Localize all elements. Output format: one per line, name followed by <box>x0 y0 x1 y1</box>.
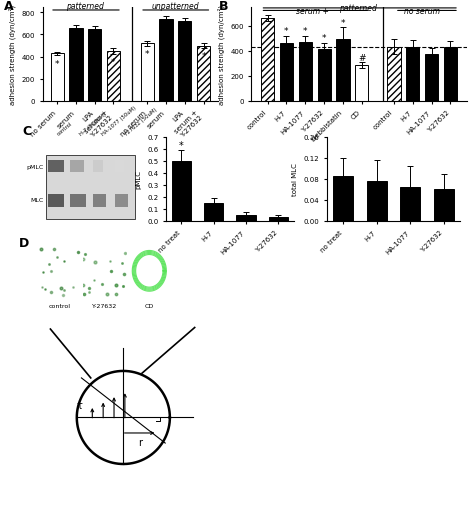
Text: C: C <box>23 125 32 138</box>
Text: *: * <box>284 27 289 36</box>
Bar <box>204 204 223 221</box>
Bar <box>107 52 120 102</box>
Text: *: * <box>179 140 184 151</box>
Text: no serum: no serum <box>404 7 440 16</box>
Text: *: * <box>322 34 327 43</box>
Bar <box>299 43 312 102</box>
Bar <box>70 161 84 173</box>
Bar <box>197 46 210 102</box>
Text: *: * <box>145 50 149 59</box>
Bar <box>425 54 438 102</box>
Text: *: * <box>55 60 59 69</box>
Bar <box>48 194 64 208</box>
Text: pMLC: pMLC <box>27 164 44 169</box>
Text: HA-1077 (50uM): HA-1077 (50uM) <box>101 105 137 137</box>
Bar <box>406 48 419 102</box>
Bar <box>356 66 368 102</box>
Text: #: # <box>358 54 365 63</box>
Bar <box>444 48 457 102</box>
Bar <box>400 187 420 221</box>
Text: patterned: patterned <box>66 3 104 11</box>
Y-axis label: pMLC: pMLC <box>136 170 141 189</box>
Y-axis label: adhesion strength (dyn/cm²): adhesion strength (dyn/cm²) <box>217 5 225 105</box>
Bar <box>366 182 387 221</box>
Bar <box>261 19 274 102</box>
Text: MLC: MLC <box>30 198 44 203</box>
Bar <box>237 215 256 221</box>
Bar <box>178 22 191 102</box>
Text: B: B <box>219 0 228 13</box>
Text: τ: τ <box>77 400 83 410</box>
Bar <box>69 29 82 102</box>
Text: unpatterned: unpatterned <box>152 3 199 11</box>
Bar <box>46 155 136 219</box>
Text: Y27632 (50uM): Y27632 (50uM) <box>123 107 158 137</box>
Text: A: A <box>4 0 14 13</box>
Y-axis label: total MLC: total MLC <box>292 163 298 196</box>
Bar <box>51 54 64 102</box>
Y-axis label: adhesion strength (dyn/cm²): adhesion strength (dyn/cm²) <box>9 5 16 105</box>
Bar <box>333 177 353 221</box>
Bar <box>48 161 64 173</box>
Bar <box>337 40 350 102</box>
Text: *: * <box>303 27 308 36</box>
Bar <box>280 43 293 102</box>
Text: CD: CD <box>145 303 154 308</box>
Text: H-7 (500uM): H-7 (500uM) <box>79 112 107 137</box>
Bar <box>318 50 331 102</box>
Text: patterned: patterned <box>339 5 377 13</box>
Bar <box>92 161 103 173</box>
Text: Y-27632: Y-27632 <box>91 303 117 308</box>
Text: D: D <box>19 237 29 249</box>
Bar <box>115 194 128 208</box>
Bar <box>387 48 401 102</box>
Text: r: r <box>138 437 142 446</box>
Text: control: control <box>48 303 70 308</box>
Bar <box>115 161 124 173</box>
Bar <box>141 44 154 102</box>
Bar <box>70 194 86 208</box>
Bar <box>172 161 191 221</box>
Text: *: * <box>341 18 345 27</box>
Text: *: * <box>111 58 116 66</box>
Text: control: control <box>56 121 73 137</box>
Bar <box>92 194 106 208</box>
Text: serum +: serum + <box>296 7 329 16</box>
Bar <box>269 218 288 221</box>
Bar <box>159 20 173 102</box>
Bar <box>88 31 101 102</box>
Bar <box>434 190 454 221</box>
Text: *: * <box>201 52 206 61</box>
